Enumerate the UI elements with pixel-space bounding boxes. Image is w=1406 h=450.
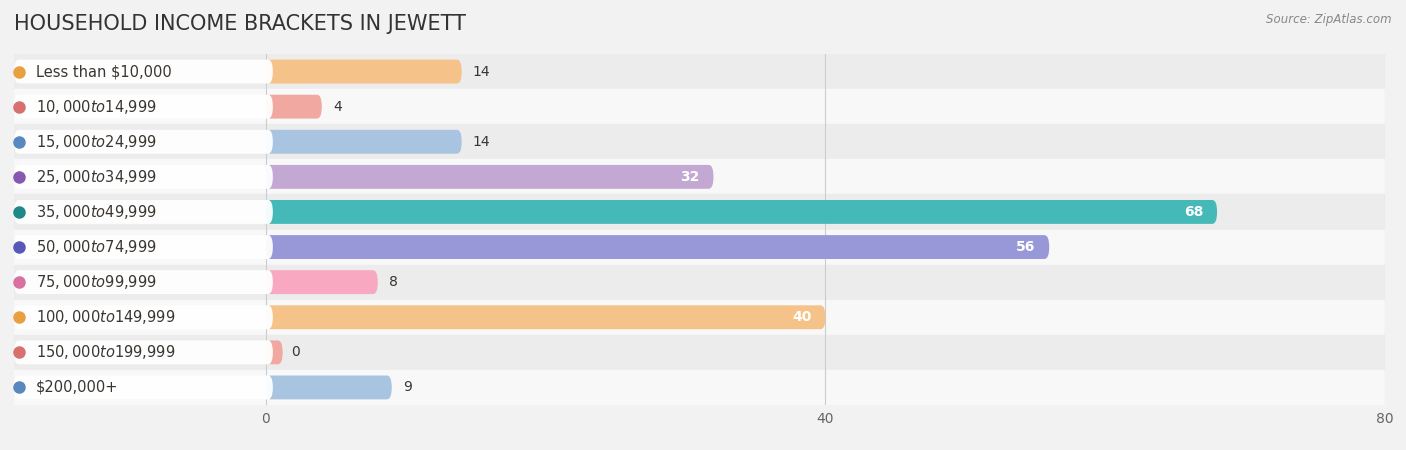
- Bar: [14, 300, 1385, 335]
- Bar: [14, 194, 1385, 230]
- Text: $35,000 to $49,999: $35,000 to $49,999: [37, 203, 157, 221]
- Text: 32: 32: [681, 170, 699, 184]
- Text: 9: 9: [404, 380, 412, 395]
- FancyBboxPatch shape: [14, 270, 273, 294]
- FancyBboxPatch shape: [14, 340, 273, 364]
- Text: $150,000 to $199,999: $150,000 to $199,999: [37, 343, 176, 361]
- Text: 14: 14: [472, 135, 491, 149]
- FancyBboxPatch shape: [266, 130, 461, 154]
- Text: $200,000+: $200,000+: [37, 380, 118, 395]
- Bar: [14, 54, 1385, 89]
- Text: $50,000 to $74,999: $50,000 to $74,999: [37, 238, 157, 256]
- Bar: [14, 89, 1385, 124]
- FancyBboxPatch shape: [266, 165, 713, 189]
- FancyBboxPatch shape: [14, 94, 273, 119]
- Text: 4: 4: [333, 99, 342, 114]
- FancyBboxPatch shape: [266, 59, 461, 84]
- FancyBboxPatch shape: [14, 235, 273, 259]
- FancyBboxPatch shape: [266, 340, 283, 364]
- Bar: [14, 335, 1385, 370]
- FancyBboxPatch shape: [14, 305, 273, 329]
- FancyBboxPatch shape: [266, 94, 322, 119]
- FancyBboxPatch shape: [266, 235, 1049, 259]
- FancyBboxPatch shape: [14, 375, 273, 400]
- Text: Source: ZipAtlas.com: Source: ZipAtlas.com: [1267, 14, 1392, 27]
- Text: $100,000 to $149,999: $100,000 to $149,999: [37, 308, 176, 326]
- Bar: [14, 124, 1385, 159]
- Text: 56: 56: [1015, 240, 1035, 254]
- FancyBboxPatch shape: [14, 59, 273, 84]
- FancyBboxPatch shape: [266, 375, 392, 400]
- Bar: [14, 370, 1385, 405]
- FancyBboxPatch shape: [266, 305, 825, 329]
- FancyBboxPatch shape: [266, 270, 378, 294]
- Text: 40: 40: [792, 310, 811, 324]
- Bar: [14, 159, 1385, 194]
- Text: $75,000 to $99,999: $75,000 to $99,999: [37, 273, 157, 291]
- Text: $10,000 to $14,999: $10,000 to $14,999: [37, 98, 157, 116]
- Bar: [14, 265, 1385, 300]
- FancyBboxPatch shape: [266, 200, 1218, 224]
- Text: 68: 68: [1184, 205, 1204, 219]
- Text: $15,000 to $24,999: $15,000 to $24,999: [37, 133, 157, 151]
- Text: 14: 14: [472, 64, 491, 79]
- Text: 8: 8: [389, 275, 398, 289]
- Text: $25,000 to $34,999: $25,000 to $34,999: [37, 168, 157, 186]
- Bar: [14, 230, 1385, 265]
- FancyBboxPatch shape: [14, 130, 273, 154]
- Text: HOUSEHOLD INCOME BRACKETS IN JEWETT: HOUSEHOLD INCOME BRACKETS IN JEWETT: [14, 14, 465, 33]
- FancyBboxPatch shape: [14, 200, 273, 224]
- FancyBboxPatch shape: [14, 165, 273, 189]
- Text: 0: 0: [291, 345, 299, 360]
- Text: Less than $10,000: Less than $10,000: [37, 64, 172, 79]
